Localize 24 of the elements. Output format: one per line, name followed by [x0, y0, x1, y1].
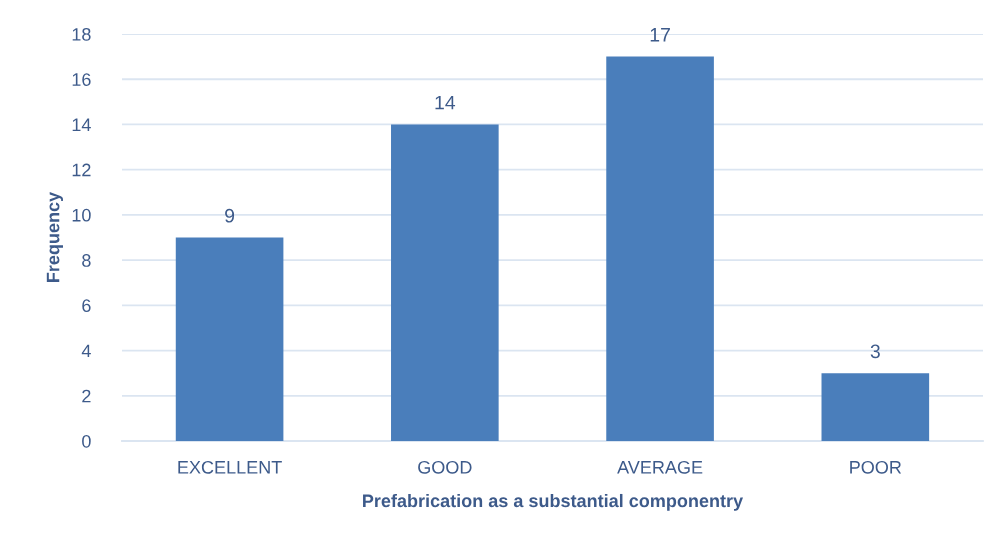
y-tick-label: 10 — [72, 208, 91, 222]
bar — [821, 373, 930, 442]
bar — [606, 56, 714, 442]
y-tick-label: 8 — [82, 254, 91, 267]
x-tick-label: AVERAGE — [617, 460, 703, 474]
data-label: 9 — [225, 208, 235, 223]
data-label: 3 — [870, 344, 880, 359]
x-tick-label: EXCELLENT — [178, 460, 282, 474]
y-tick-label: 0 — [82, 434, 91, 448]
bar — [391, 124, 499, 442]
y-axis-title: Frequency — [46, 191, 63, 282]
x-tick-label: GOOD — [418, 460, 472, 474]
y-tick-label: 18 — [72, 27, 91, 41]
x-axis-title: Prefabrication as a substantial componentry — [363, 493, 744, 511]
y-tick-label: 12 — [72, 163, 91, 177]
data-label: 17 — [650, 28, 670, 42]
y-tick-label: 16 — [72, 73, 91, 86]
y-tick-label: 14 — [72, 118, 91, 131]
y-tick-label: 6 — [82, 299, 91, 313]
y-tick-label: 2 — [82, 389, 91, 403]
x-tick-label: POOR — [850, 460, 902, 474]
data-label: 14 — [435, 95, 456, 110]
y-tick-label: 4 — [81, 344, 91, 358]
bar — [175, 237, 284, 442]
